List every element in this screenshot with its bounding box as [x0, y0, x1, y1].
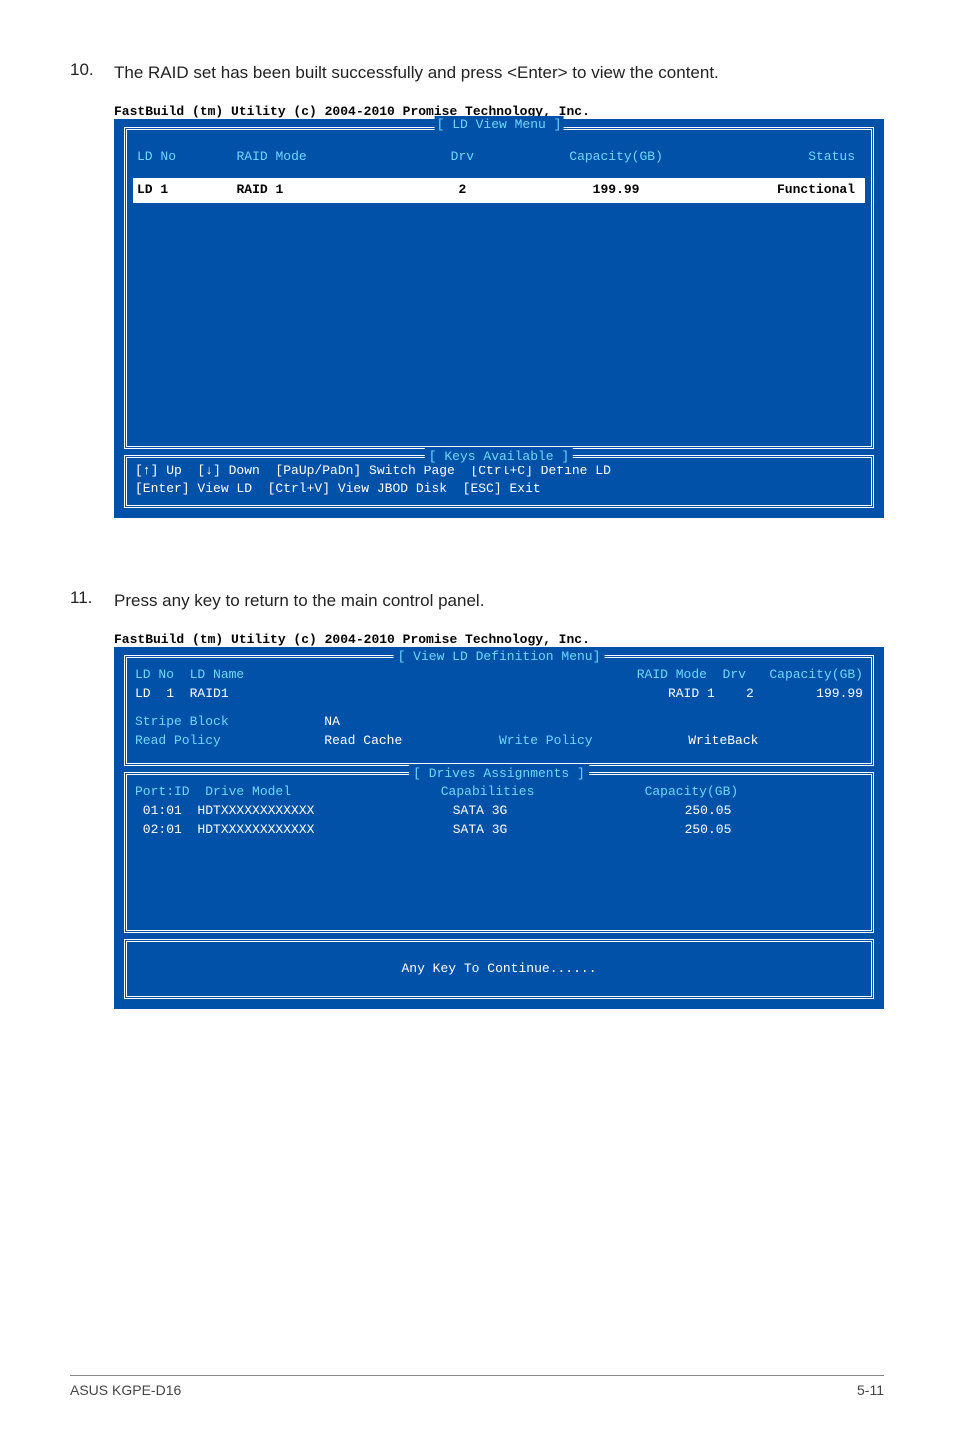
any-key-text: Any Key To Continue......	[401, 961, 596, 976]
stripe-block-label: Stripe Block	[135, 713, 324, 732]
cell-raidmode: RAID 1	[235, 178, 396, 203]
write-policy-value: WriteBack	[688, 732, 758, 751]
col-capacity: Capacity(GB)	[528, 144, 704, 171]
table-row[interactable]: LD 1 RAID 1 2 199.99 Functional	[133, 178, 865, 203]
read-policy-row: Read Policy Read Cache Write Policy Writ…	[135, 732, 863, 751]
ld-table: LD No RAID Mode Drv Capacity(GB) Status …	[133, 144, 865, 204]
drv2-a: 02:01 HDTXXXXXXXXXXXX	[135, 821, 441, 840]
drv2-c: 250.05	[645, 821, 863, 840]
step-number: 10.	[70, 60, 114, 86]
drv-hdr-a: Port:ID Drive Model	[135, 783, 441, 802]
col-ldno: LD No	[133, 144, 235, 171]
step-number: 11.	[70, 588, 114, 614]
col-drv: Drv	[397, 144, 529, 171]
drives-assignments-title: [ Drives Assignments ]	[409, 765, 589, 784]
cell-capacity: 199.99	[528, 178, 704, 203]
table-header-row: LD No RAID Mode Drv Capacity(GB) Status	[133, 144, 865, 171]
drv2-b: SATA 3G	[441, 821, 645, 840]
bios-screen-1: FastBuild (tm) Utility (c) 2004-2010 Pro…	[114, 104, 884, 519]
drv-hdr-b: Capabilities	[441, 783, 645, 802]
drv1-c: 250.05	[645, 802, 863, 821]
cell-drv: 2	[397, 178, 529, 203]
drv1-b: SATA 3G	[441, 802, 645, 821]
step-11: 11. Press any key to return to the main …	[70, 588, 884, 614]
view-ld-def-title: [ View LD Definition Menu]	[394, 648, 605, 667]
step-10: 10. The RAID set has been built successf…	[70, 60, 884, 86]
col-status: Status	[704, 144, 865, 171]
drive-row-2: 02:01 HDTXXXXXXXXXXXX SATA 3G 250.05	[135, 821, 863, 840]
ldno-ldname-hdr: LD No LD Name	[135, 666, 470, 685]
ld-def-header: LD No LD Name RAID Mode Drv Capacity(GB)	[135, 666, 863, 685]
cell-ldno: LD 1	[133, 178, 235, 203]
step-text: Press any key to return to the main cont…	[114, 588, 484, 614]
stripe-block-value: NA	[324, 713, 470, 732]
footer-right: 5-11	[857, 1382, 884, 1398]
ld-def-row: LD 1 RAID1 RAID 1 2 199.99	[135, 685, 863, 704]
page-footer: ASUS KGPE-D16 5-11	[70, 1375, 884, 1398]
any-key-prompt[interactable]: Any Key To Continue......	[124, 939, 874, 1000]
read-policy-label: Read Policy	[135, 732, 324, 751]
drives-header: Port:ID Drive Model Capabilities Capacit…	[135, 783, 863, 802]
drv1-a: 01:01 HDTXXXXXXXXXXXX	[135, 802, 441, 821]
cell-status: Functional	[704, 178, 865, 203]
col-raidmode: RAID Mode	[235, 144, 396, 171]
ld-view-menu-title: [ LD View Menu ]	[435, 116, 564, 135]
keys-title: [ Keys Available ]	[425, 448, 573, 467]
keys-available-box: [ Keys Available ] [↑] Up [↓] Down [PaUp…	[124, 455, 874, 509]
stripe-block-row: Stripe Block NA	[135, 713, 863, 732]
footer-left: ASUS KGPE-D16	[70, 1382, 181, 1398]
write-policy-label: Write Policy	[499, 732, 688, 751]
raidmode-drv-cap-hdr: RAID Mode Drv Capacity(GB)	[470, 666, 863, 685]
drive-row-1: 01:01 HDTXXXXXXXXXXXX SATA 3G 250.05	[135, 802, 863, 821]
bios-caption: FastBuild (tm) Utility (c) 2004-2010 Pro…	[114, 632, 884, 647]
ld-def-values-b: RAID 1 2 199.99	[470, 685, 863, 704]
spacer-row	[133, 170, 865, 178]
ld-def-values-a: LD 1 RAID1	[135, 685, 470, 704]
bios-screen-2: FastBuild (tm) Utility (c) 2004-2010 Pro…	[114, 632, 884, 1010]
drv-hdr-c: Capacity(GB)	[645, 783, 863, 802]
keys-line-2: [Enter] View LD [Ctrl+V] View JBOD Disk …	[135, 480, 863, 499]
read-policy-value: Read Cache	[324, 732, 499, 751]
step-text: The RAID set has been built successfully…	[114, 60, 719, 86]
